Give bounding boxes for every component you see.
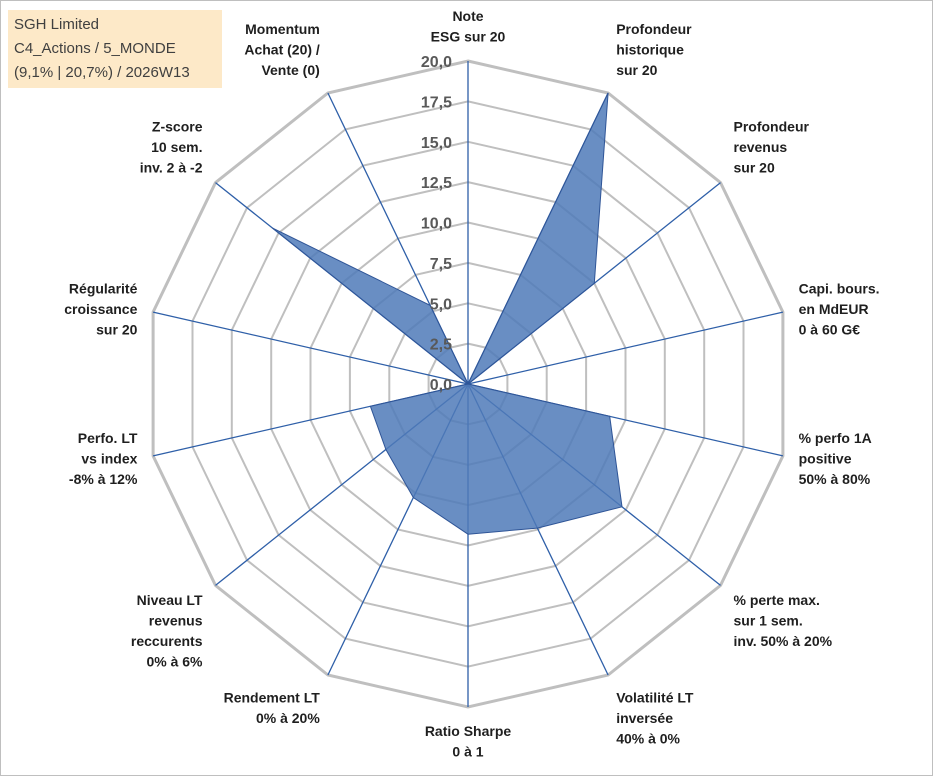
tick-label: 0,0 [430,377,452,394]
axis-label-line: 0% à 20% [256,710,320,726]
axis-label-line: Ratio Sharpe [425,723,512,739]
axis-label-line: vs index [81,451,137,467]
axis-label-line: 0 à 60 G€ [799,321,861,337]
axis-label-line: Profondeur [616,21,692,37]
tick-label: 17,5 [421,94,452,111]
axis-label: Volatilité LT inversée 40% à 0% [616,690,694,747]
axis-label-line: Achat (20) / [244,41,320,57]
axis-label: Note ESG sur 20 [431,8,506,45]
info-period: (9,1% | 20,7%) / 2026W13 [14,64,190,81]
axis-label-line: 10 sem. [151,139,202,155]
axis-label-line: inv. 2 à -2 [140,159,203,175]
axis-label-line: sur 20 [96,321,137,337]
axis-spoke [467,311,784,385]
axis-label-line: Profondeur [734,118,810,134]
axis-label-line: inversée [616,710,673,726]
axis-label: % perte max. sur 1 sem. inv. 50% à 20% [734,592,833,649]
tick-label: 20,0 [421,54,452,71]
axis-spoke [152,311,469,385]
axis-label-line: % perfo 1A [799,430,872,446]
axis-label-line: sur 20 [616,62,657,78]
tick-label: 15,0 [421,135,452,152]
axis-label: Profondeur historique sur 20 [616,21,692,78]
axis-label-line: Régularité [69,280,138,296]
axis-label: Perfo. LT vs index -8% à 12% [69,430,138,487]
axis-label: Profondeur revenus sur 20 [734,118,810,175]
axis-label-line: ESG sur 20 [431,29,506,45]
axis-label-line: % perte max. [734,592,820,608]
axis-label-line: inv. 50% à 20% [734,633,833,649]
radar-tick-labels: 0,0 2,5 5,0 7,5 10,0 12,5 15,0 17,5 20,0 [421,54,452,394]
axis-label-line: Rendement LT [224,690,321,706]
axis-label-line: Vente (0) [261,62,319,78]
axis-label-line: sur 20 [734,159,775,175]
info-company: SGH Limited [14,16,100,33]
tick-label: 12,5 [421,175,452,192]
axis-label-line: Volatilité LT [616,690,694,706]
axis-label: % perfo 1A positive 50% à 80% [799,430,872,487]
axis-label-line: 40% à 0% [616,731,680,747]
axis-label: Niveau LT revenus reccurents 0% à 6% [131,592,203,670]
axis-label-line: 50% à 80% [799,471,871,487]
axis-label-line: 0 à 1 [452,744,483,760]
axis-label-line: -8% à 12% [69,471,138,487]
info-category: C4_Actions / 5_MONDE [14,40,176,57]
series-area [271,92,623,535]
axis-label: Rendement LT 0% à 20% [224,690,321,727]
axis-label: Régularité croissance sur 20 [64,280,137,337]
axis-label-line: en MdEUR [799,301,869,317]
tick-label: 10,0 [421,216,452,233]
axis-label: Momentum Achat (20) / Vente (0) [244,21,320,78]
axis-label-line: Momentum [245,21,320,37]
axis-label-line: Capi. bours. [799,280,880,296]
tick-label: 7,5 [430,256,452,273]
tick-label: 2,5 [430,337,452,354]
axis-label-line: positive [799,451,852,467]
axis-label: Ratio Sharpe 0 à 1 [425,723,512,760]
axis-label-line: Z-score [152,118,203,134]
axis-label-line: Note [452,8,483,24]
axis-label-line: revenus [149,613,203,629]
axis-label-line: sur 1 sem. [734,613,803,629]
axis-label: Capi. bours. en MdEUR 0 à 60 G€ [799,280,880,337]
axis-label-line: historique [616,41,684,57]
info-box: SGH Limited C4_Actions / 5_MONDE (9,1% |… [8,10,222,88]
axis-label-line: Niveau LT [137,592,203,608]
radar-axis-labels: Note ESG sur 20 Profondeur historique sur 20… [64,8,879,760]
axis-label: Z-score 10 sem. inv. 2 à -2 [140,118,203,175]
axis-label-line: revenus [734,139,788,155]
axis-label-line: Perfo. LT [78,430,138,446]
radar-series [271,92,623,535]
axis-label-line: reccurents [131,633,203,649]
axis-label-line: croissance [64,301,137,317]
axis-label-line: 0% à 6% [146,654,203,670]
tick-label: 5,0 [430,296,452,313]
